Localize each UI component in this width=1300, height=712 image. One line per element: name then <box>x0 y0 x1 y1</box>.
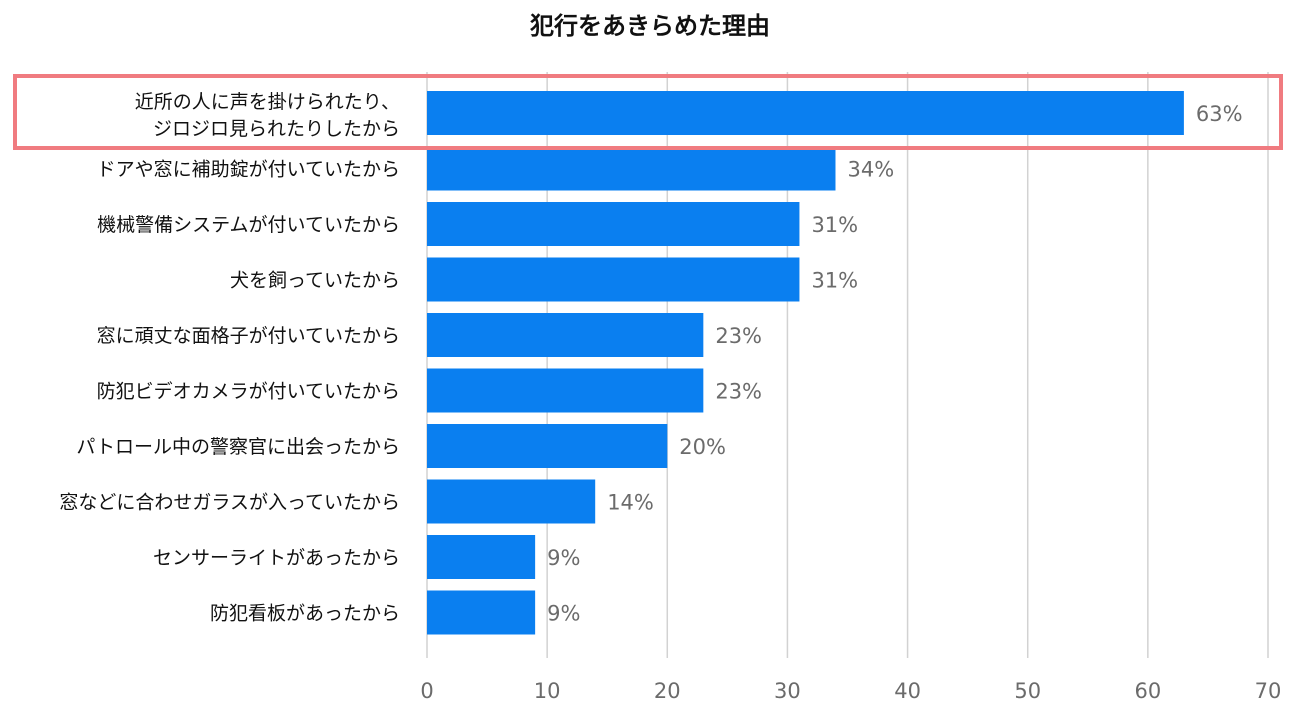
x-tick-label: 40 <box>894 679 921 703</box>
value-label: 20% <box>679 435 726 459</box>
category-labels: 近所の人に声を掛けられたり、ジロジロ見られたりしたからドアや窓に補助錠が付いてい… <box>59 91 400 625</box>
bar <box>427 257 800 302</box>
value-label: 9% <box>547 546 580 570</box>
x-tick-label: 60 <box>1134 679 1161 703</box>
category-label: 防犯ビデオカメラが付いていたから <box>97 381 400 403</box>
x-tick-label: 20 <box>654 679 681 703</box>
value-label: 34% <box>847 158 894 182</box>
category-label: ジロジロ見られたりしたから <box>153 118 400 140</box>
value-label: 31% <box>811 213 858 237</box>
x-axis-ticks: 0 10 20 30 40 50 60 70 <box>420 679 1281 703</box>
category-label: パトロール中の警察官に出会ったから <box>76 436 400 458</box>
x-tick-label: 30 <box>774 679 801 703</box>
bar <box>427 146 836 191</box>
x-tick-label: 70 <box>1255 679 1282 703</box>
category-label: 犬を飼っていたから <box>230 270 400 292</box>
bar <box>427 368 704 413</box>
category-label: 防犯看板があったから <box>210 603 400 625</box>
value-labels: 63% 34% 31% 31% 23% 23% 20% 14% 9% 9% <box>547 102 1242 626</box>
bar <box>427 91 1184 135</box>
highlight-layer <box>13 74 1283 150</box>
value-label: 9% <box>547 602 580 626</box>
x-tick-label: 10 <box>534 679 561 703</box>
bar <box>427 479 596 524</box>
chart-title: 犯行をあきらめた理由 <box>530 12 770 40</box>
category-label: 窓などに合わせガラスが入っていたから <box>59 492 400 514</box>
value-label: 23% <box>715 324 762 348</box>
bar <box>427 590 536 635</box>
value-label: 31% <box>811 269 858 293</box>
bar <box>427 424 668 468</box>
highlight-box <box>13 74 1283 150</box>
value-label: 63% <box>1196 102 1243 126</box>
bar <box>427 202 800 246</box>
category-label: 窓に頑丈な面格子が付いていたから <box>97 325 400 347</box>
bar <box>427 313 704 357</box>
category-label: ドアや窓に補助錠が付いていたから <box>97 159 400 181</box>
x-tick-label: 50 <box>1014 679 1041 703</box>
bars-layer <box>427 91 1184 635</box>
category-label: 機械警備システムが付いていたから <box>97 214 400 236</box>
category-label: センサーライトがあったから <box>153 547 400 569</box>
bar <box>427 535 536 579</box>
value-label: 23% <box>715 380 762 404</box>
category-label: 近所の人に声を掛けられたり、 <box>135 91 400 113</box>
x-tick-label: 0 <box>420 679 433 703</box>
value-label: 14% <box>607 491 654 515</box>
